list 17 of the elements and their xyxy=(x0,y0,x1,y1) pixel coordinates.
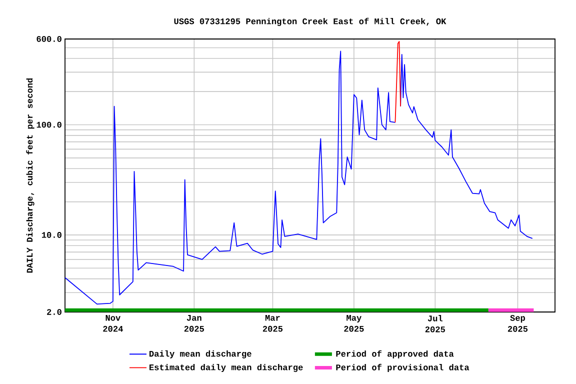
line-series xyxy=(394,41,401,123)
x-tick-label: Sep 2025 xyxy=(508,315,528,332)
y-tick-label: 10.0 xyxy=(42,232,62,238)
y-tick-label: 2.0 xyxy=(47,309,62,315)
chart-title: USGS 07331295 Pennington Creek East of Mill Creek, OK xyxy=(174,18,446,26)
legend-label: Period of approved data xyxy=(336,350,454,358)
legend-label: Daily mean discharge xyxy=(150,350,252,358)
x-tick-label: Nov 2024 xyxy=(103,315,123,332)
x-tick-label: Jan 2025 xyxy=(184,315,204,332)
legend-label: Estimated daily mean discharge xyxy=(150,364,303,372)
x-tick-label: Jul 2025 xyxy=(425,315,445,332)
x-tick-label: May 2025 xyxy=(344,315,364,332)
y-tick-label: 100.0 xyxy=(36,122,62,128)
legend-label: Period of provisional data xyxy=(336,364,470,372)
y-tick-label: 600.0 xyxy=(36,36,62,42)
y-axis-title: DAILY Discharge, cubic feet per second xyxy=(26,78,34,273)
x-tick-label: Mar 2025 xyxy=(262,315,283,332)
